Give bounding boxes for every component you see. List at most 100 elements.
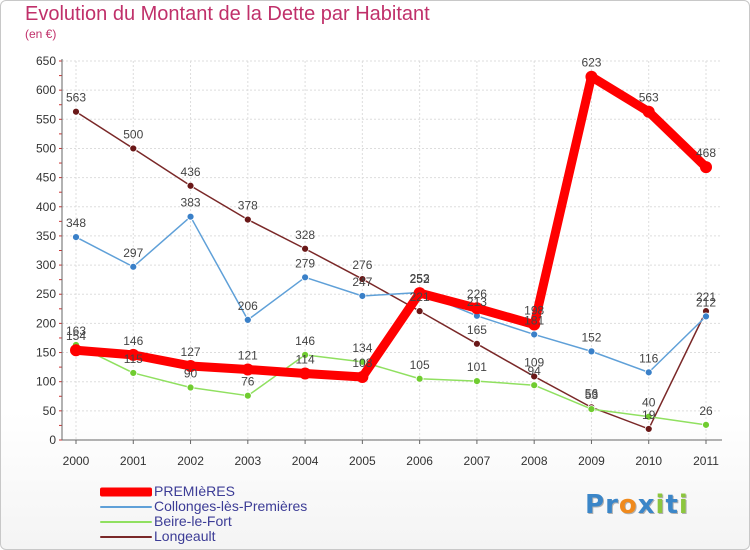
data-point [186,181,195,190]
data-label: 152 [581,330,601,344]
data-label: 276 [352,258,372,272]
data-point [129,144,138,153]
data-point [473,377,481,386]
data-label: 26 [699,404,713,418]
data-label: 53 [585,388,599,402]
data-label: 213 [467,295,487,309]
data-point [129,369,138,377]
data-label: 226 [467,287,487,301]
data-point [644,412,653,421]
y-tick-label: 550 [36,112,56,126]
y-tick-label: 50 [43,404,57,418]
x-tick-label: 2001 [120,454,147,468]
data-point [702,420,710,429]
data-label: 56 [585,386,599,400]
data-label: 563 [66,91,86,105]
data-label: 115 [124,352,143,366]
data-label: 623 [581,56,601,70]
data-label: 108 [352,356,372,370]
legend-swatch [100,520,152,523]
data-point [356,371,369,384]
data-label: 116 [639,351,658,365]
legend-swatch [100,505,152,508]
x-tick-label: 2006 [406,454,433,468]
data-label: 279 [295,256,315,270]
series-line [75,215,707,374]
data-label: 90 [184,367,198,381]
data-point [301,244,309,253]
x-tick-label: 2005 [349,454,376,468]
data-point [72,107,80,116]
data-point [702,312,710,321]
data-label: 383 [181,196,201,210]
x-tick-label: 2004 [292,454,319,468]
x-tick-label: 2002 [177,454,204,468]
data-label: 181 [524,313,544,327]
y-tick-label: 300 [36,258,56,272]
y-tick-label: 150 [36,346,56,360]
legend-label: Collonges-lès-Premières [154,498,308,514]
data-point [186,212,195,221]
data-label: 436 [181,165,201,179]
data-point [301,273,309,282]
legend-label: Longeault [154,528,216,544]
data-point [186,383,195,392]
data-label: 94 [528,364,542,378]
logo-letter: i [655,490,666,520]
data-label: 76 [241,375,255,389]
line-chart: 0 50 100 150 200 250 300 350 400 450 500 550 600 650 2… [36,54,722,468]
y-tick-label: 350 [36,229,56,243]
data-point [299,367,312,380]
data-point [129,262,138,271]
data-point [530,381,539,390]
data-point [587,347,596,356]
logo-letter: i [678,490,689,520]
logo-letter: x [637,490,656,520]
y-tick-label: 650 [36,54,56,68]
data-point [127,348,140,361]
x-tick-label: 2000 [63,454,90,468]
data-point [243,215,252,224]
data-label: 114 [296,353,315,367]
data-point [587,405,596,413]
data-label: 221 [410,290,430,304]
data-label: 206 [238,299,258,313]
data-point [528,318,541,331]
y-tick-label: 500 [36,141,56,155]
y-tick-label: 450 [36,171,56,185]
series-line [75,344,707,426]
x-tick-label: 2011 [693,454,719,468]
legend-label: Beire-le-Fort [154,513,232,529]
data-point [644,425,653,433]
data-point [530,330,539,339]
data-point [72,233,80,241]
data-point [241,363,254,376]
data-point [301,350,309,359]
x-tick-label: 2007 [464,454,491,468]
y-tick-label: 400 [36,200,56,214]
x-tick-label: 2003 [234,454,261,468]
legend-swatch [100,487,152,496]
data-label: 40 [642,396,656,410]
y-tick-label: 200 [36,316,56,330]
logo-letter: r [605,490,619,520]
data-label: 198 [524,304,544,318]
data-point [644,368,653,377]
data-point [243,391,252,400]
x-tick-label: 2010 [635,454,662,468]
data-label: 348 [66,216,86,230]
data-point [470,302,483,315]
data-label: 146 [123,334,143,348]
data-label: 500 [123,127,143,141]
legend-label: PREMIèRES [154,483,235,499]
data-point [415,374,424,383]
data-label: 19 [642,408,656,422]
data-label: 165 [467,323,487,337]
y-tick-label: 250 [36,287,56,301]
legend-swatch [100,535,152,538]
y-tick-label: 0 [49,433,56,447]
x-tick-label: 2008 [521,454,548,468]
data-label: 101 [467,360,487,374]
data-label: 253 [410,271,430,285]
